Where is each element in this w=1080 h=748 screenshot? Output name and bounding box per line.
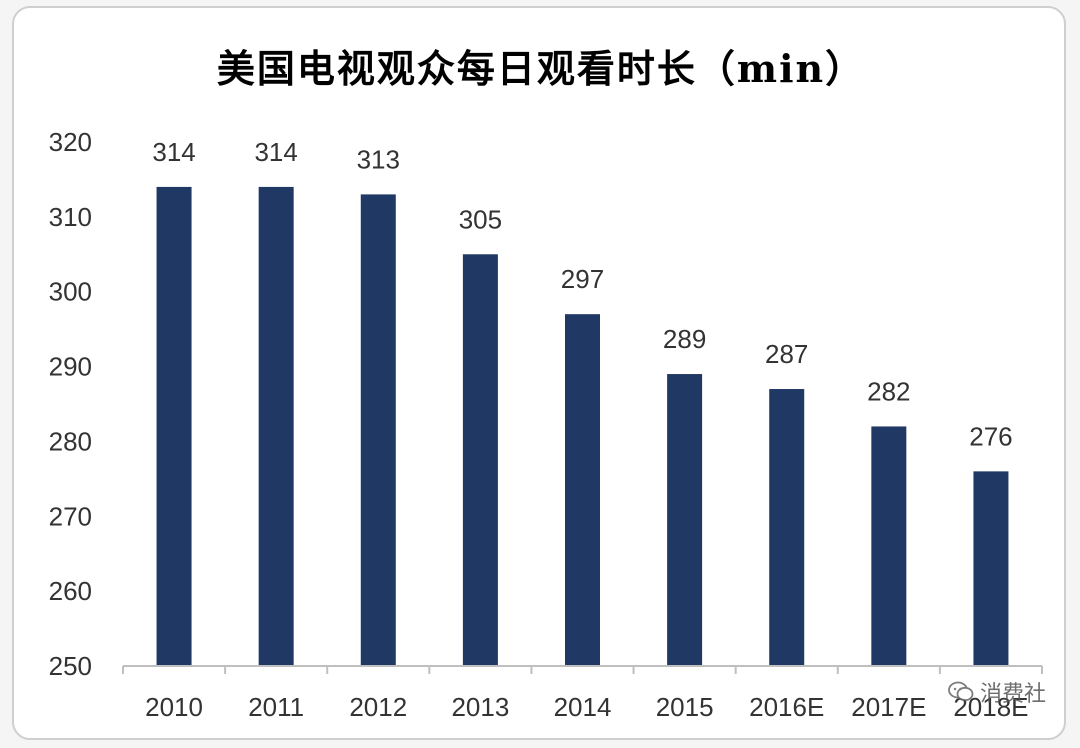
bar [565, 314, 600, 666]
x-axis: 2010 2011 2012 2013 2014 2015 2016E 2017E 2018E [122, 665, 1043, 722]
bar [360, 194, 396, 666]
x-tick-label: 2016E [749, 692, 824, 722]
y-axis: 320 310 300 290 280 270 260 250 [49, 127, 92, 681]
x-tick-label: 2014 [554, 692, 612, 722]
watermark: 消费社 [948, 676, 1046, 708]
y-tick-label: 290 [49, 352, 92, 382]
bar [973, 471, 1009, 666]
watermark-text: 消费社 [979, 682, 1046, 707]
bars [156, 186, 1009, 667]
y-tick-label: 270 [49, 501, 92, 531]
data-labels: 314 314 313 305 297 289 287 282 276 [152, 137, 1012, 451]
y-tick-label: 260 [49, 576, 92, 606]
x-tick-label: 2017E [851, 692, 926, 722]
bar [258, 186, 294, 666]
bar-chart: 320 310 300 290 280 270 260 250 314 314 313 305 297… [49, 127, 1043, 722]
data-label: 282 [867, 376, 910, 406]
wechat-icon [948, 681, 974, 703]
data-label: 289 [663, 324, 706, 354]
y-tick-label: 320 [49, 127, 92, 157]
bar [462, 254, 498, 667]
data-label: 313 [357, 144, 400, 174]
data-label: 305 [459, 204, 502, 234]
data-label: 297 [561, 264, 604, 294]
chart-title: 美国电视观众每日观看时长（min） [216, 46, 866, 91]
x-tick-label: 2013 [451, 692, 509, 722]
y-tick-label: 250 [49, 651, 92, 681]
bar [667, 374, 703, 666]
y-tick-label: 300 [49, 277, 92, 307]
data-label: 287 [765, 339, 808, 369]
data-label: 314 [254, 137, 297, 167]
x-tick-label: 2010 [145, 692, 203, 722]
chart-frame: 美国电视观众每日观看时长（min） 320 310 300 290 280 270 260 2… [12, 6, 1066, 740]
y-tick-label: 310 [49, 202, 92, 232]
x-tick-label: 2011 [248, 692, 304, 722]
x-tick-label: 2015 [656, 692, 714, 722]
bar [871, 426, 907, 666]
x-tick-label: 2012 [349, 692, 407, 722]
data-label: 314 [152, 137, 195, 167]
data-label: 276 [969, 421, 1012, 451]
bar [769, 389, 805, 666]
bar [156, 186, 192, 666]
y-tick-label: 280 [49, 426, 92, 456]
